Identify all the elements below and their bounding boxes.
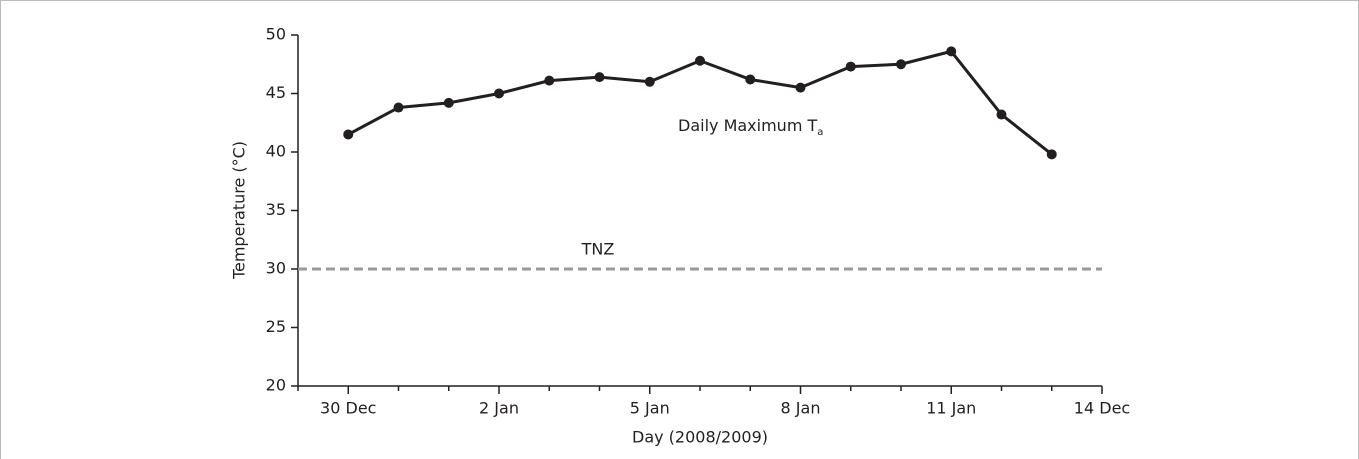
- x-tick-label: 5 Jan: [630, 399, 670, 418]
- x-tick-label: 8 Jan: [781, 399, 821, 418]
- data-point: [343, 129, 354, 140]
- y-tick-label: 40: [266, 142, 286, 161]
- data-point: [695, 55, 705, 66]
- series-line: [347, 49, 1053, 156]
- data-point: [393, 102, 404, 113]
- y-tick-label: 50: [266, 25, 286, 44]
- x-tick-label: 11 Jan: [926, 399, 976, 418]
- data-point: [946, 46, 957, 57]
- data-point: [1046, 149, 1057, 160]
- x-tick-label: 30 Dec: [320, 399, 376, 418]
- data-point: [443, 97, 454, 108]
- series-name: Daily Maximum T: [678, 116, 817, 135]
- y-tick-label: 45: [266, 83, 286, 102]
- data-point: [494, 88, 504, 99]
- data-point: [544, 75, 555, 86]
- data-point: [896, 59, 906, 70]
- data-point: [644, 76, 655, 87]
- x-tick-label: 2 Jan: [479, 399, 519, 418]
- reference-label: TNZ: [581, 240, 615, 259]
- x-tick-label: 14 Dec: [1074, 399, 1130, 418]
- y-tick-label: 35: [266, 200, 286, 219]
- series-label: Daily Maximum Ta: [678, 116, 823, 139]
- y-axis-title: Temperature (°C): [230, 141, 249, 280]
- data-point: [745, 74, 756, 85]
- data-point: [594, 72, 605, 83]
- data-point: [996, 109, 1007, 120]
- y-tick-label: 30: [266, 259, 286, 278]
- y-tick-label: 25: [266, 317, 286, 336]
- y-tick-label: 20: [266, 376, 286, 395]
- series-subscript: a: [817, 127, 823, 138]
- data-point: [795, 82, 806, 93]
- x-axis-title: Day (2008/2009): [632, 428, 768, 447]
- data-point: [845, 61, 856, 72]
